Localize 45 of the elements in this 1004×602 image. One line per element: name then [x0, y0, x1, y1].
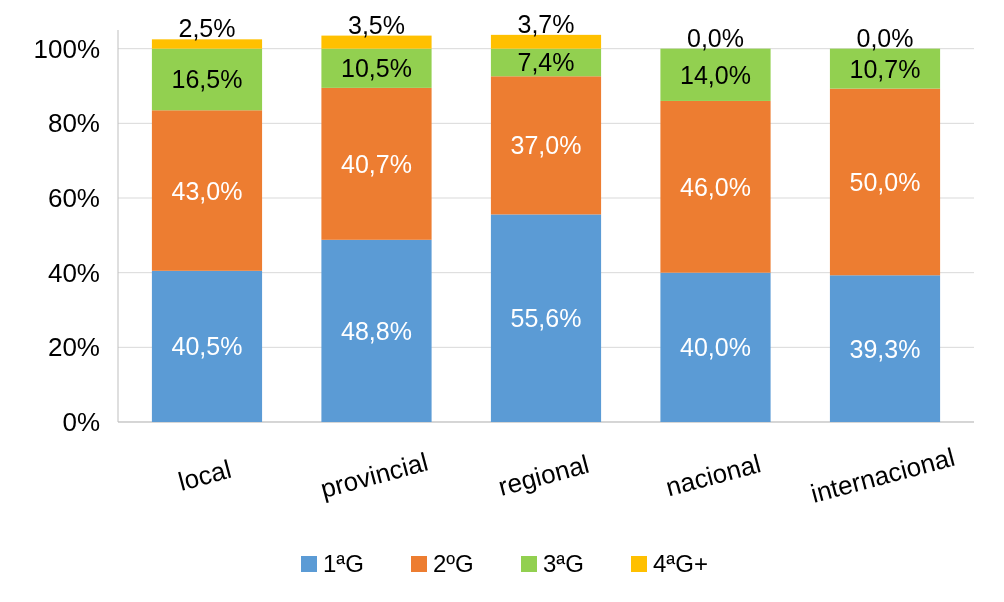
bar [490, 214, 602, 422]
data-label: 55,6% [510, 304, 582, 333]
data-label: 48,8% [341, 316, 412, 345]
data-label: 37,0% [510, 131, 582, 160]
data-label: 2,5% [178, 14, 236, 43]
y-tick-label: 100% [33, 33, 100, 64]
data-label: 43,0% [171, 176, 243, 205]
data-label: 39,3% [849, 334, 921, 363]
bar [490, 76, 602, 215]
data-label: 50,0% [849, 167, 921, 196]
x-tick-label: nacional [662, 448, 764, 503]
y-tick-label: 20% [47, 332, 100, 363]
data-label: 10,5% [341, 54, 412, 83]
y-tick-label: 60% [47, 183, 100, 213]
y-tick-label: 80% [47, 108, 100, 139]
bar [151, 110, 263, 271]
bar [660, 272, 771, 422]
bar [321, 87, 432, 240]
bar [829, 88, 941, 276]
data-label: 0,0% [856, 23, 914, 52]
y-tick-label: 0% [62, 407, 100, 437]
bar [660, 100, 771, 273]
x-tick-label: regional [495, 448, 593, 502]
data-label: 0,0% [687, 23, 744, 52]
legend-label: 4ªG+ [653, 550, 708, 577]
data-label: 46,0% [680, 172, 751, 201]
data-label: 14,0% [680, 60, 751, 89]
data-label: 10,7% [849, 54, 921, 83]
data-label: 3,7% [517, 9, 575, 38]
bar [829, 275, 941, 422]
bar [151, 48, 263, 111]
data-label: 7,4% [517, 48, 575, 77]
data-label: 16,5% [171, 65, 243, 94]
data-label: 40,7% [341, 149, 412, 178]
legend-label: 1ªG [323, 550, 364, 577]
data-label: 3,5% [348, 10, 405, 39]
bar [151, 270, 263, 422]
data-label: 40,5% [171, 332, 243, 361]
legend-label: 3ªG [543, 550, 584, 577]
bar [321, 239, 432, 422]
data-label: 40,0% [680, 333, 751, 362]
y-tick-label: 40% [47, 257, 100, 288]
legend-label: 2ºG [433, 550, 474, 577]
x-tick-label: local [174, 453, 235, 497]
bar [151, 39, 263, 49]
